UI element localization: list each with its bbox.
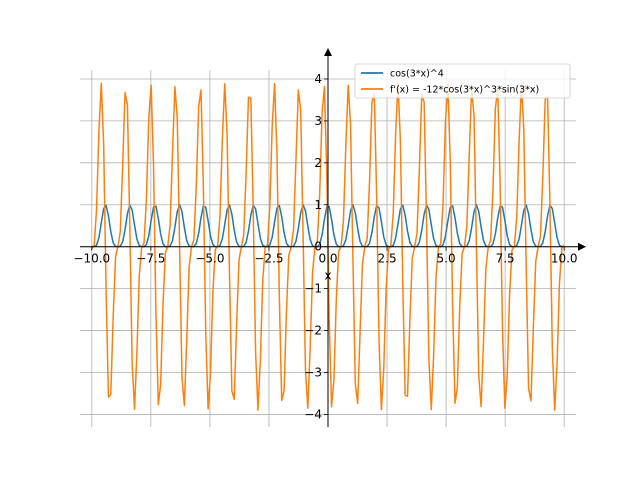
x-tick-label: −5.0 <box>195 252 224 266</box>
axes: x <box>80 48 586 427</box>
y-tick-label: −2 <box>304 324 322 338</box>
y-tick-label: 0 <box>314 240 322 254</box>
legend-label-1: cos(3*x)^4 <box>390 69 444 80</box>
x-tick-label: 5.0 <box>437 252 456 266</box>
y-tick-label: −4 <box>304 407 322 421</box>
x-tick-label: −7.5 <box>136 252 165 266</box>
y-tick-label: −1 <box>304 282 322 296</box>
y-axis-arrow-icon <box>324 48 332 56</box>
x-axis-arrow-icon <box>578 242 586 251</box>
y-tick-label: 4 <box>314 72 322 86</box>
y-tick-label: 3 <box>314 114 322 128</box>
y-tick-label: 1 <box>314 198 322 212</box>
y-tick-label: −3 <box>304 365 322 379</box>
tick-labels: −10.0 −7.5 −5.0 −2.5 0.0 2.5 5.0 7.5 10.0 −4 −3 −2 −… <box>73 72 577 421</box>
x-tick-label: −10.0 <box>73 252 110 266</box>
x-tick-label: −2.5 <box>254 252 283 266</box>
legend-label-2: f'(x) = -12*cos(3*x)^3*sin(3*x) <box>390 85 539 96</box>
x-axis-label: x <box>324 269 331 283</box>
legend-box <box>354 63 571 99</box>
x-tick-label: 0.0 <box>318 252 337 266</box>
x-tick-label: 2.5 <box>378 252 397 266</box>
x-tick-label: 10.0 <box>551 252 578 266</box>
legend: cos(3*x)^4 f'(x) = -12*cos(3*x)^3*sin(3*x… <box>354 63 571 99</box>
y-tick-label: 2 <box>314 156 322 170</box>
x-tick-label: 7.5 <box>496 252 515 266</box>
